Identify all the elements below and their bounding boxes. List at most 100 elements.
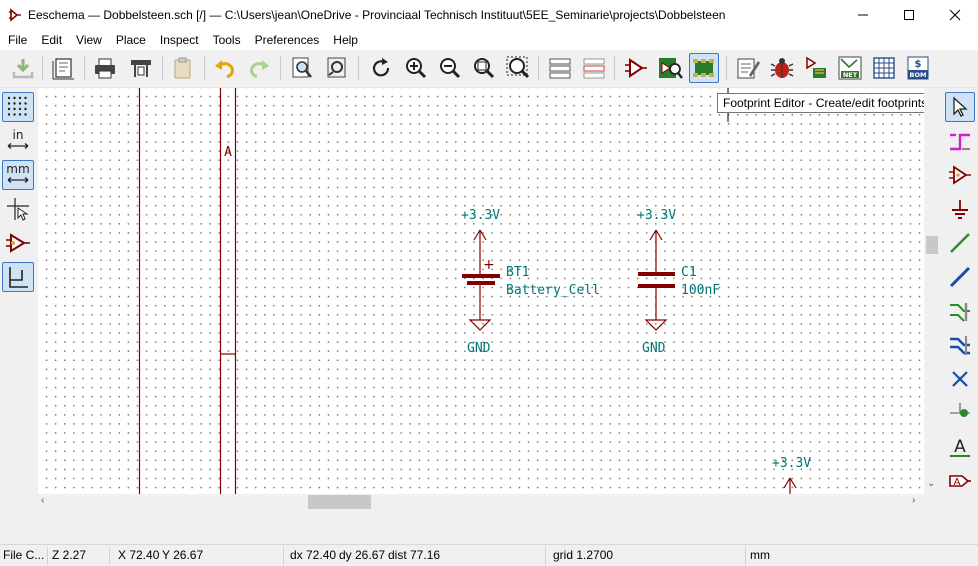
plot-button[interactable] xyxy=(126,53,156,83)
bt1-value: Battery_Cell xyxy=(506,283,600,298)
zoom-out-icon xyxy=(440,58,461,79)
bom-badge-text: BOM xyxy=(910,71,927,79)
zoom-selection-icon xyxy=(506,56,530,79)
wire-angle-constraint-button[interactable] xyxy=(2,262,34,292)
units-mm-button[interactable]: mm xyxy=(2,160,34,190)
netlist-icon: NET xyxy=(838,56,862,80)
add-bus-button[interactable] xyxy=(945,262,975,292)
power-symbol-3v3[interactable]: +3.3V xyxy=(772,456,811,494)
find-button[interactable] xyxy=(287,53,317,83)
maximize-button[interactable] xyxy=(886,0,932,30)
zoom-in-button[interactable] xyxy=(401,53,431,83)
vertical-scrollbar[interactable]: ⌄ xyxy=(924,88,940,494)
c1-ground-symbol xyxy=(644,319,668,331)
cursor-arrow-icon xyxy=(953,96,968,117)
bt1-reference: BT1 xyxy=(506,265,529,280)
menu-edit[interactable]: Edit xyxy=(41,33,63,47)
cursor-shape-button[interactable] xyxy=(2,194,34,224)
redo-icon xyxy=(250,60,269,79)
add-power-button[interactable] xyxy=(945,194,975,224)
find-replace-button[interactable] xyxy=(322,53,352,83)
zoom-fit-button[interactable] xyxy=(469,53,499,83)
print-icon xyxy=(95,58,115,79)
scroll-left-icon[interactable]: ‹ xyxy=(41,495,45,506)
zoom-fit-icon xyxy=(474,58,495,79)
find-replace-icon xyxy=(327,57,346,78)
page-settings-button[interactable] xyxy=(48,53,78,83)
power3-arrow xyxy=(783,477,797,489)
menu-file[interactable]: File xyxy=(8,33,28,47)
schematic-canvas[interactable]: A +3.3V + GND BT1 Battery_Cell +3.3V GND xyxy=(38,88,924,494)
annotate-button[interactable] xyxy=(733,53,763,83)
print-button[interactable] xyxy=(90,53,120,83)
add-wire-button[interactable] xyxy=(945,228,975,258)
scroll-right-icon[interactable]: › xyxy=(912,495,916,506)
zoom-selection-button[interactable] xyxy=(503,53,533,83)
redo-button[interactable] xyxy=(244,53,274,83)
symbol-browser-button[interactable] xyxy=(655,53,685,83)
bt1-plus-sign: + xyxy=(483,257,495,273)
wire-icon xyxy=(950,233,970,253)
orthogonal-lines-icon xyxy=(9,267,28,288)
global-label-letter: A xyxy=(954,477,961,488)
horizontal-scroll-thumb[interactable] xyxy=(308,495,371,509)
net-label-icon: A xyxy=(950,437,970,457)
bt1-ground-label: GND xyxy=(467,341,491,356)
mm-units-icon: mm xyxy=(6,162,30,183)
leave-sheet-button[interactable] xyxy=(579,53,609,83)
bus-definitions-icon xyxy=(873,57,895,79)
scroll-down-icon[interactable]: ⌄ xyxy=(927,478,936,489)
add-label-button[interactable]: A xyxy=(945,432,975,462)
bom-button[interactable]: $ BOM xyxy=(903,53,933,83)
assign-footprints-icon xyxy=(806,56,826,78)
add-bus-to-bus-entry-button[interactable] xyxy=(945,330,975,360)
symbol-editor-icon xyxy=(625,58,647,78)
c1-capacitor-symbol[interactable]: +3.3V GND C1 100nF xyxy=(637,208,720,356)
window-title: Eeschema — Dobbelsteen.sch [/] — C:\User… xyxy=(28,8,726,22)
footprint-editor-icon xyxy=(693,59,714,77)
add-symbol-button[interactable] xyxy=(945,160,975,190)
horizontal-scrollbar[interactable]: ‹ › xyxy=(38,494,924,510)
refresh-button[interactable] xyxy=(366,53,396,83)
undo-button[interactable] xyxy=(210,53,240,83)
add-junction-button[interactable] xyxy=(945,398,975,428)
erc-button[interactable] xyxy=(767,53,797,83)
bus-definitions-button[interactable] xyxy=(869,53,899,83)
full-crosshair-icon xyxy=(7,198,29,221)
vertical-scroll-thumb[interactable] xyxy=(926,236,938,254)
c1-ground-label: GND xyxy=(642,341,666,356)
menu-view[interactable]: View xyxy=(76,33,102,47)
paste-button[interactable] xyxy=(168,53,198,83)
hierarchy-navigator-icon xyxy=(549,58,571,79)
hierarchy-navigator-button[interactable] xyxy=(545,53,575,83)
menu-help[interactable]: Help xyxy=(333,33,358,47)
menu-inspect[interactable]: Inspect xyxy=(159,33,199,47)
bt1-battery-symbol[interactable]: +3.3V + GND BT1 Battery_Cell xyxy=(461,208,600,356)
ground-power-icon xyxy=(952,200,968,219)
menu-tools[interactable]: Tools xyxy=(212,33,241,47)
menu-preferences[interactable]: Preferences xyxy=(254,33,320,47)
assign-footprints-button[interactable] xyxy=(801,53,831,83)
highlight-net-button[interactable] xyxy=(945,126,975,156)
zoom-out-button[interactable] xyxy=(435,53,465,83)
bus-icon xyxy=(949,266,971,288)
netlist-button[interactable]: NET xyxy=(835,53,865,83)
units-inches-button[interactable]: in xyxy=(2,126,34,156)
symbol-editor-button[interactable] xyxy=(621,53,651,83)
schematic-drawing: A +3.3V + GND BT1 Battery_Cell +3.3V GND xyxy=(138,88,811,494)
bt1-ground-symbol xyxy=(468,319,492,331)
menu-place[interactable]: Place xyxy=(115,33,146,47)
main-toolbar: NET $ BOM xyxy=(0,50,978,88)
select-tool-button[interactable] xyxy=(945,92,975,122)
minimize-icon xyxy=(858,14,868,16)
footprint-editor-button[interactable] xyxy=(689,53,719,83)
save-button[interactable] xyxy=(8,53,38,83)
add-no-connect-button[interactable] xyxy=(945,364,975,394)
add-global-label-button[interactable]: A xyxy=(945,466,975,496)
close-button[interactable] xyxy=(932,0,978,30)
toggle-grid-button[interactable] xyxy=(2,92,34,122)
minimize-button[interactable] xyxy=(840,0,886,30)
add-wire-to-bus-entry-button[interactable] xyxy=(945,296,975,326)
c1-reference: C1 xyxy=(681,265,697,280)
show-hidden-pins-button[interactable] xyxy=(2,228,34,258)
